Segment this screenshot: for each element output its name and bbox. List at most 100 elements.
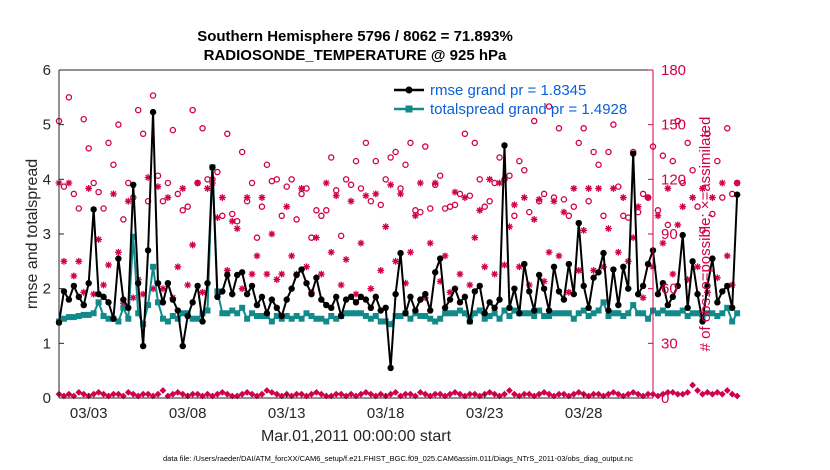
obs-assimilated-point <box>248 270 256 278</box>
obs-possible-point <box>293 216 300 223</box>
obs-assimilated-point <box>426 239 434 247</box>
totalspread-point <box>155 299 161 306</box>
rmse-point <box>704 282 711 290</box>
rmse-point <box>436 255 444 262</box>
totalspread-point <box>377 318 384 325</box>
obs-assimilated-point <box>149 285 157 293</box>
totalspread-point <box>531 313 538 319</box>
obs-rejected-point <box>476 392 484 400</box>
obs-rejected-point <box>664 388 672 396</box>
rmse-point <box>733 191 741 198</box>
obs-possible-point <box>323 207 330 214</box>
rmse-point <box>229 290 236 298</box>
obs-assimilated-point <box>332 192 340 200</box>
obs-possible-point <box>565 212 573 220</box>
totalspread-point <box>575 310 582 317</box>
obs-possible-point <box>436 172 444 179</box>
rmse-point <box>328 304 335 311</box>
obs-assimilated-point <box>501 261 508 269</box>
obs-assimilated-point <box>253 252 261 260</box>
obs-possible-point <box>689 166 696 174</box>
x-tick-label: 03/08 <box>169 405 207 422</box>
rmse-point <box>644 260 652 268</box>
obs-rejected-point <box>189 390 197 398</box>
rmse-point <box>570 290 577 298</box>
totalspread-point <box>357 310 364 317</box>
totalspread-point <box>689 310 696 317</box>
totalspread-point <box>249 310 256 317</box>
rmse-point <box>565 260 573 268</box>
obs-rejected-point <box>733 392 741 400</box>
rmse-point <box>337 312 345 320</box>
totalspread-point <box>120 304 127 311</box>
obs-assimilated-point <box>550 197 558 205</box>
obs-assimilated-point <box>590 267 597 274</box>
obs-assimilated-point <box>600 263 607 271</box>
rmse-point <box>610 266 617 273</box>
obs-possible-point <box>530 117 538 125</box>
obs-assimilated-point <box>223 267 231 274</box>
obs-rejected-point <box>134 392 142 400</box>
totalspread-point <box>318 315 325 322</box>
obs-possible-point <box>639 190 647 198</box>
obs-possible-point <box>159 197 167 205</box>
rmse-point <box>139 342 147 350</box>
obs-assimilated-point <box>585 185 593 192</box>
obs-possible-point <box>120 216 127 223</box>
obs-rejected-point <box>466 390 474 398</box>
totalspread-point <box>293 313 300 319</box>
obs-assimilated-point <box>713 274 721 282</box>
obs-rejected-point <box>674 390 682 398</box>
rmse-point <box>392 290 399 298</box>
totalspread-point <box>729 318 736 325</box>
obs-assimilated-point <box>268 230 276 238</box>
rmse-point <box>125 304 132 311</box>
obs-possible-point <box>115 121 122 128</box>
totalspread-point <box>684 313 691 319</box>
obs-assimilated-point <box>372 190 380 198</box>
obs-assimilated-point <box>421 294 429 302</box>
obs-possible-point <box>654 207 662 214</box>
left-tick-label: 5 <box>43 117 51 134</box>
totalspread-point <box>486 313 493 319</box>
obs-possible-point <box>377 201 384 209</box>
obs-possible-point <box>674 117 682 125</box>
obs-possible-point <box>283 183 290 190</box>
rmse-point <box>634 290 642 298</box>
totalspread-point <box>169 313 176 319</box>
totalspread-point <box>714 313 721 319</box>
rmse-point <box>234 271 241 279</box>
obs-assimilated-point <box>570 185 578 192</box>
rmse-point <box>679 231 686 239</box>
obs-assimilated-point <box>164 194 172 201</box>
obs-possible-point <box>417 208 424 216</box>
obs-possible-point <box>516 157 523 165</box>
rmse-point <box>174 307 181 314</box>
totalspread-point <box>333 315 340 322</box>
rmse-point <box>333 293 340 301</box>
obs-possible-point <box>347 181 355 189</box>
rmse-point <box>580 282 587 290</box>
totalspread-point <box>130 233 137 240</box>
obs-rejected-point <box>228 392 236 400</box>
totalspread-point <box>303 310 310 317</box>
rmse-point <box>258 293 266 301</box>
obs-possible-point <box>214 168 221 176</box>
obs-assimilated-point <box>481 263 489 271</box>
obs-possible-point <box>392 148 399 156</box>
totalspread-point <box>427 315 434 322</box>
obs-assimilated-point <box>520 194 528 201</box>
chart-title-line2: RADIOSONDE_TEMPERATURE @ 925 hPa <box>204 47 507 64</box>
obs-assimilated-point <box>506 223 513 231</box>
obs-assimilated-point <box>674 221 682 229</box>
obs-assimilated-point <box>337 281 345 289</box>
rmse-point <box>590 274 597 281</box>
obs-possible-point <box>461 130 469 138</box>
totalspread-point <box>555 310 562 317</box>
obs-assimilated-point <box>342 256 350 263</box>
left-tick-label: 4 <box>43 171 51 188</box>
rmse-point <box>243 290 251 298</box>
totalspread-point <box>60 315 67 322</box>
obs-assimilated-point <box>639 294 647 302</box>
obs-rejected-point <box>258 390 266 398</box>
